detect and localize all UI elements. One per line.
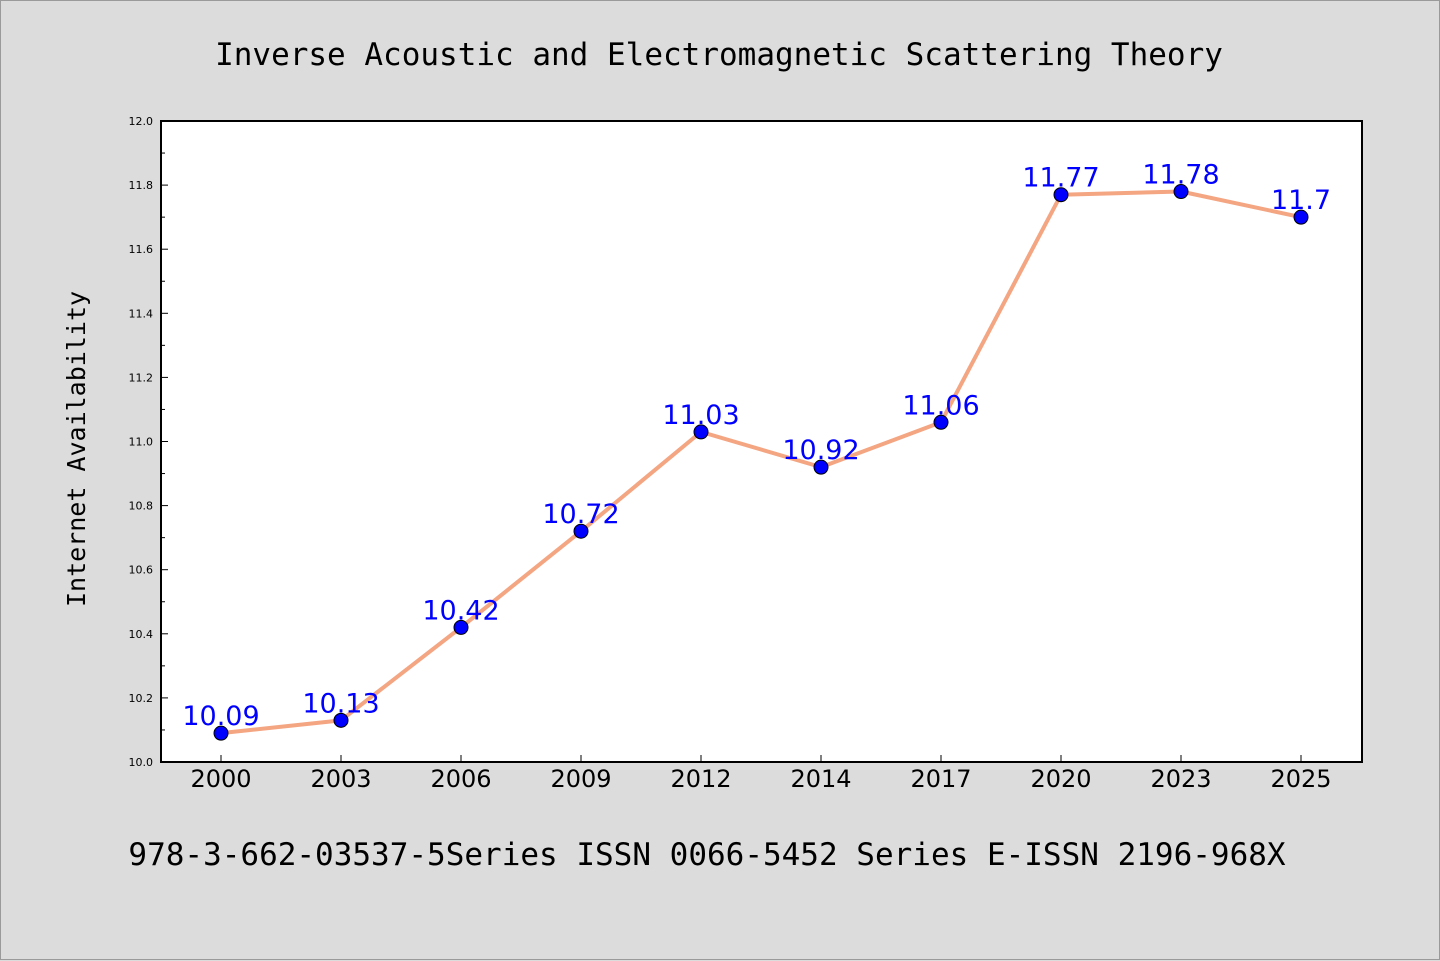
data-point-2009 [573,523,589,539]
data-label-2025: 11.7 [1271,185,1331,216]
data-point-2000 [213,725,229,741]
data-point-2003 [333,712,349,728]
data-label-2023: 11.78 [1142,160,1219,191]
y-tick-label: 11.6 [129,243,154,256]
y-tick-label: 10.8 [129,500,154,513]
y-tick-label: 12.0 [129,115,154,128]
footer-identifiers: 978-3-662-03537-5Series ISSN 0066-5452 S… [128,837,1285,873]
data-label-2009: 10.72 [542,499,619,530]
data-point-2014 [813,459,829,475]
series-markers-group [213,184,1309,741]
x-tick-label: 2014 [790,765,851,793]
data-point-2017 [933,414,949,430]
y-tick-label: 10.0 [129,756,154,769]
data-point-2006 [453,619,469,635]
data-label-2012: 11.03 [662,400,739,431]
x-tick-label: 2006 [430,765,491,793]
x-tick-label: 2023 [1150,765,1211,793]
x-axis-ticks: 2000 2003 2006 2009 2012 2014 2017 2020 2023 2025 [190,755,1332,793]
x-tick-label: 2009 [550,765,611,793]
y-tick-label: 10.6 [129,564,154,577]
x-tick-label: 2025 [1270,765,1331,793]
y-tick-label: 11.8 [129,179,154,192]
data-label-2020: 11.77 [1022,163,1099,194]
y-axis-label: Internet Availability [62,291,91,607]
data-label-2003: 10.13 [302,688,379,719]
data-labels-group: 10.09 10.13 10.42 10.72 11.03 10.92 11.06 11.77… [182,160,1331,733]
x-tick-label: 2020 [1030,765,1091,793]
data-label-2017: 11.06 [902,390,979,421]
series-line-group [219,189,1303,736]
data-label-2006: 10.42 [422,595,499,626]
y-tick-label: 11.2 [129,371,154,384]
data-point-2025 [1293,209,1309,225]
x-tick-label: 2017 [910,765,971,793]
data-point-2020 [1053,187,1069,203]
plot-area [160,120,1363,763]
series-line [219,189,1303,736]
data-point-2023 [1173,184,1189,200]
chart-title: Inverse Acoustic and Electromagnetic Sca… [215,37,1223,73]
data-label-2000: 10.09 [182,701,259,732]
y-tick-label: 11.0 [129,436,154,449]
x-tick-label: 2012 [670,765,731,793]
x-tick-label: 2000 [190,765,251,793]
data-point-2012 [693,424,709,440]
y-tick-label: 11.4 [129,307,154,320]
y-tick-label: 10.2 [129,692,154,705]
y-tick-label: 10.4 [129,628,154,641]
y-axis-ticks: 10.0 10.2 10.4 10.6 10.8 11.0 11.2 11.4 11.6 11.8… [129,115,168,769]
x-tick-label: 2003 [310,765,371,793]
data-label-2014: 10.92 [782,435,859,466]
